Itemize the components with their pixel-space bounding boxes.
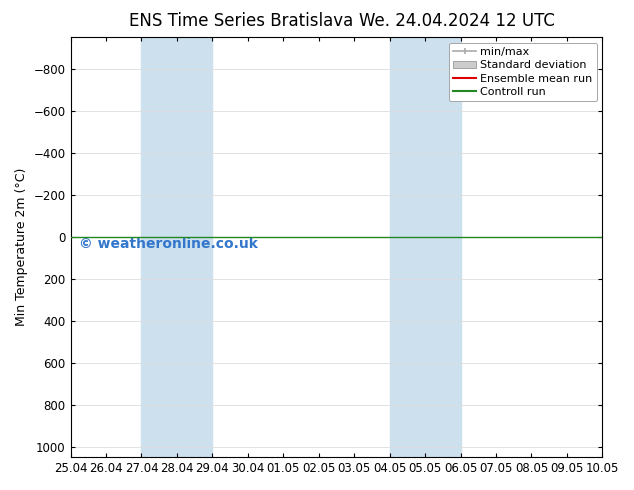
Y-axis label: Min Temperature 2m (°C): Min Temperature 2m (°C) bbox=[15, 168, 28, 326]
Text: © weatheronline.co.uk: © weatheronline.co.uk bbox=[79, 237, 257, 250]
Text: We. 24.04.2024 12 UTC: We. 24.04.2024 12 UTC bbox=[359, 12, 554, 30]
Text: ENS Time Series Bratislava: ENS Time Series Bratislava bbox=[129, 12, 353, 30]
Bar bbox=[141, 37, 212, 457]
Bar bbox=[390, 37, 460, 457]
Legend: min/max, Standard deviation, Ensemble mean run, Controll run: min/max, Standard deviation, Ensemble me… bbox=[449, 43, 597, 101]
